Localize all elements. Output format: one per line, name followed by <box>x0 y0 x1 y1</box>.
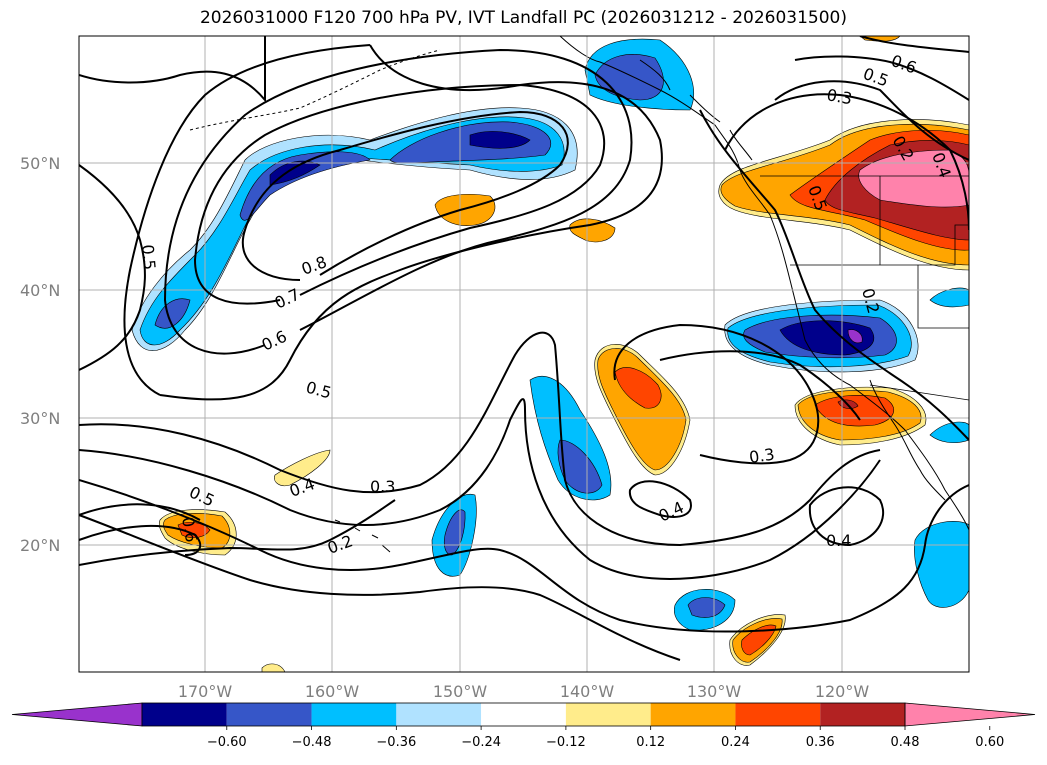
lon-label: 120°W <box>815 682 870 701</box>
canada-coast-detail <box>639 59 753 161</box>
coastlines <box>189 36 969 553</box>
contour-label: 0.6 <box>178 515 201 543</box>
blue-band-north-pacific <box>131 107 578 351</box>
lat-label: 50°N <box>20 154 60 173</box>
contour-0.2-coast <box>699 109 969 441</box>
lon-label: 140°W <box>560 682 615 701</box>
colorbar-tick-label: −0.48 <box>292 735 332 750</box>
colorbar-swatch <box>396 703 482 726</box>
blue-band-darkest-east <box>469 131 531 149</box>
lat-label: 20°N <box>20 536 60 555</box>
contour-0.5-ne <box>794 55 969 101</box>
contour-label: 0.3 <box>370 477 395 496</box>
contour-0.6-ne <box>859 36 969 53</box>
contour-0.4-small <box>808 486 885 547</box>
colorbar-extend-low <box>11 702 143 727</box>
colorbar-swatch <box>311 703 397 726</box>
contour-0.5-main <box>123 44 663 401</box>
map-plot-area: 0.5 0.8 0.7 0.6 0.5 0.5 0.4 0.3 0.2 0.6 … <box>79 36 969 672</box>
blue-small-east <box>929 287 969 308</box>
map-title: 2026031000 F120 700 hPa PV, IVT Landfall… <box>199 8 847 28</box>
contour-0.4-trough <box>79 331 881 547</box>
lon-label: 170°W <box>178 682 233 701</box>
colorbar-swatch <box>650 703 736 726</box>
colorbar-tick-label: −0.12 <box>546 735 586 750</box>
contour-0.4-mid <box>628 480 692 518</box>
baja-coast <box>869 379 946 501</box>
colorbar-tick-label: 0.36 <box>806 735 835 750</box>
latitude-labels: 50°N 40°N 30°N 20°N <box>20 154 60 555</box>
lon-label: 150°W <box>433 682 488 701</box>
purple-california <box>847 329 863 344</box>
contour-0.8 <box>241 110 569 281</box>
contour-label: 0.5 <box>138 244 159 271</box>
colorbar-outline <box>141 702 906 727</box>
contour-label: 0.3 <box>825 85 853 108</box>
contour-label: 0.3 <box>748 445 776 467</box>
blue-mexico-coast <box>914 521 969 608</box>
map-frame <box>78 35 970 673</box>
colorbar-tick-label: −0.36 <box>376 735 416 750</box>
blue-small-south-core <box>687 597 726 618</box>
warm-mid-pacific-2 <box>569 218 616 243</box>
contour-0.3-trough <box>79 398 881 580</box>
colorbar-tick-label: −0.60 <box>207 735 247 750</box>
warm-mid-pacific <box>434 194 496 226</box>
colorbar-tick-label: 0.12 <box>636 735 665 750</box>
gridlines <box>79 36 969 672</box>
contour-0.4-ne <box>774 80 969 161</box>
colorbar-extend-high <box>904 702 1036 727</box>
colorbar-swatch <box>735 703 821 726</box>
pv-contours <box>79 36 969 661</box>
state-line-1 <box>790 224 969 266</box>
colorbar-tick-label: 0.60 <box>975 735 1004 750</box>
contour-0.6-sw <box>79 524 202 556</box>
contour-0.5-west <box>79 164 146 371</box>
political-borders <box>760 175 969 401</box>
warm-west-core <box>177 521 211 539</box>
state-line-3 <box>917 265 969 329</box>
colorbar-tick-label: 0.48 <box>891 735 920 750</box>
blue-band-sw-tail <box>154 298 191 329</box>
colorbar-tick-label: 0.24 <box>721 735 750 750</box>
lon-label: 160°W <box>305 682 360 701</box>
colorbar-swatch <box>226 703 312 726</box>
lat-label: 40°N <box>20 281 60 300</box>
colorbar-swatch <box>820 703 905 726</box>
contour-0.2-south <box>79 479 969 633</box>
warm-bc-pink <box>858 149 969 208</box>
contour-west-lower <box>79 499 396 566</box>
contour-0.5-nw <box>79 36 266 103</box>
lat-label: 30°N <box>20 409 60 428</box>
colorbar-swatch <box>142 703 227 726</box>
lon-label: 130°W <box>687 682 742 701</box>
colorbar: −0.60 −0.48 −0.36 −0.24 −0.12 0.12 0.24 0.36 0.4… <box>11 702 1036 750</box>
contour-0.3-ne <box>724 93 969 231</box>
blue-band-core-west <box>239 151 371 221</box>
hawaiian-islands <box>334 519 391 553</box>
contour-0.5-sw <box>79 503 201 521</box>
colorbar-tick-label: −0.24 <box>461 735 501 750</box>
warm-subtropical-core <box>614 367 662 409</box>
longitude-labels: 170°W 160°W 150°W 140°W 130°W 120°W <box>178 682 870 701</box>
warm-south-core <box>741 624 777 656</box>
contour-label: 0.4 <box>826 531 851 550</box>
contour-0.3-east <box>613 323 820 465</box>
contour-0.6 <box>163 48 633 355</box>
warm-small-streak <box>274 449 331 487</box>
us-mexico-border <box>869 384 969 401</box>
warm-bottom-left <box>261 663 286 672</box>
contour-0.4-east <box>659 350 861 421</box>
aleutians <box>189 49 441 131</box>
blue-band-darkest-west <box>269 160 321 186</box>
alaska-coast <box>559 36 969 531</box>
positive-anomaly-fills <box>158 36 969 672</box>
colorbar-swatch <box>565 703 651 726</box>
blue-small-baja <box>929 421 969 444</box>
colorbar-swatch <box>481 703 566 726</box>
contour-0.2-lowest <box>79 514 681 661</box>
